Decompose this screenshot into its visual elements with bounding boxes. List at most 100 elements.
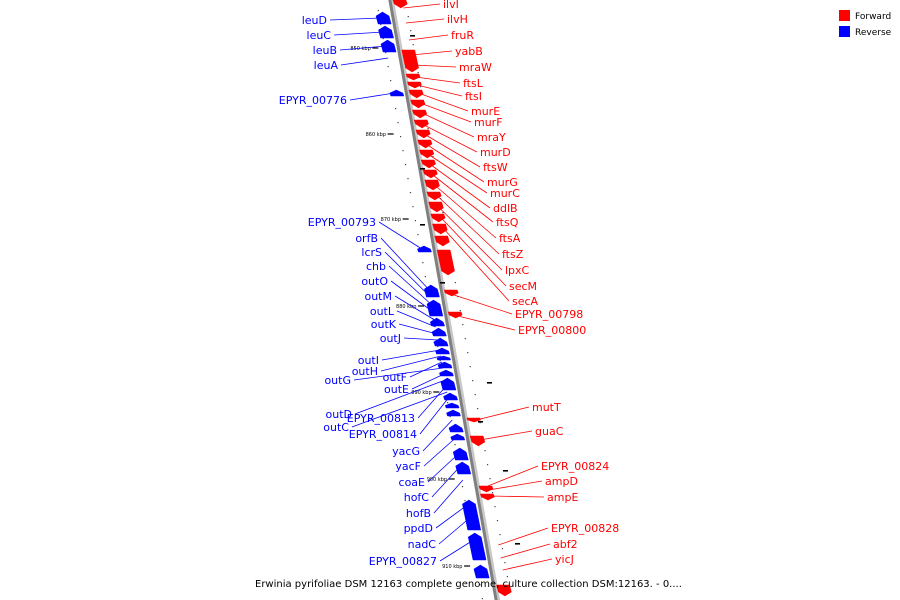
reverse-gene-label[interactable]: lcrS (361, 246, 382, 259)
reverse-gene-label[interactable]: leuD (302, 14, 327, 27)
reverse-leader-line (417, 385, 447, 419)
forward-gene-label[interactable]: ilvH (447, 13, 468, 26)
forward-gene-label[interactable]: guaC (535, 425, 564, 438)
forward-gene-label[interactable]: lpxC (505, 264, 530, 277)
forward-gene-label[interactable]: EPYR_00824 (541, 460, 609, 473)
tick-label: 880 kbp (396, 304, 416, 310)
forward-gene-label[interactable]: murC (490, 187, 520, 200)
reverse-gene-label[interactable]: outC (323, 421, 349, 434)
axis-line (388, 0, 498, 600)
reverse-gene-label[interactable]: nadC (408, 538, 437, 551)
reverse-gene (446, 409, 461, 417)
reverse-leader-line (380, 237, 430, 291)
forward-gene-label[interactable]: EPYR_00828 (551, 522, 619, 535)
forward-gene-label[interactable]: ftsA (499, 232, 521, 245)
forward-gene-label[interactable]: mraY (477, 131, 506, 144)
reverse-gene-label[interactable]: EPYR_00776 (279, 94, 347, 107)
reverse-gene-label[interactable]: yacG (392, 445, 420, 458)
reverse-gene-label[interactable]: ppdD (404, 522, 433, 535)
reverse-gene-label[interactable]: outK (371, 318, 397, 331)
forward-gene-label[interactable]: fruR (451, 29, 474, 42)
forward-gene-label[interactable]: ampE (547, 491, 578, 504)
forward-gene-label[interactable]: ftsZ (502, 248, 524, 261)
reverse-gene-label[interactable]: leuA (314, 59, 339, 72)
forward-gene-label[interactable]: yabB (455, 45, 483, 58)
reverse-gene (433, 337, 449, 347)
forward-gene (392, 0, 408, 9)
minor-marker (479, 584, 481, 586)
reverse-gene-label[interactable]: chb (366, 260, 386, 273)
forward-leader-line (423, 124, 478, 153)
reverse-gene-label[interactable]: orfB (355, 232, 378, 245)
reverse-gene-label[interactable]: leuC (307, 29, 332, 42)
reverse-gene-label[interactable]: outO (361, 275, 388, 288)
genome-axis (388, 0, 501, 600)
tick-label: 890 kbp (411, 390, 431, 396)
reverse-leader-line (353, 367, 444, 381)
reverse-gene-label[interactable]: outI (358, 354, 379, 367)
reverse-gene-label[interactable]: outL (370, 305, 395, 318)
minor-marker (472, 380, 474, 382)
reverse-leader-line (409, 361, 443, 378)
reverse-gene-label[interactable]: EPYR_00793 (308, 216, 376, 229)
reverse-gene-label[interactable]: hofB (406, 507, 431, 520)
minor-feature (410, 35, 415, 37)
forward-gene-label[interactable]: murD (480, 146, 511, 159)
forward-gene-label[interactable]: ftsQ (496, 216, 519, 229)
minor-marker (402, 150, 404, 152)
reverse-gene-label[interactable]: outG (324, 374, 351, 387)
minor-marker (449, 416, 451, 418)
forward-gene-label[interactable]: mraW (459, 61, 492, 74)
reverse-leader-line (354, 379, 446, 415)
forward-leader-line (453, 294, 513, 315)
reverse-gene-label[interactable]: EPYR_00827 (369, 555, 437, 568)
forward-gene-label[interactable]: EPYR_00800 (518, 324, 586, 337)
reverse-gene (431, 327, 447, 337)
forward-gene-label[interactable]: yicJ (555, 553, 574, 566)
reverse-gene-label[interactable]: EPYR_00813 (347, 412, 415, 425)
reverse-gene-label[interactable]: outF (383, 371, 407, 384)
reverse-gene-label[interactable]: EPYR_00814 (349, 428, 417, 441)
minor-marker (424, 276, 426, 278)
forward-gene-label[interactable]: murF (474, 116, 503, 129)
reverse-gene (467, 532, 487, 561)
forward-gene-label[interactable]: secA (512, 295, 539, 308)
forward-gene-label[interactable]: ftsW (483, 161, 508, 174)
reverse-gene-label[interactable]: outJ (380, 332, 401, 345)
forward-gene-label[interactable]: mutT (532, 401, 561, 414)
forward-gene (407, 81, 422, 89)
tick-label: 900 kbp (427, 477, 447, 483)
reverse-leader-line (394, 295, 435, 321)
forward-gene-label[interactable]: murE (471, 105, 500, 118)
reverse-gene-label[interactable]: outE (384, 383, 409, 396)
reverse-gene-label[interactable]: yacF (395, 460, 421, 473)
forward-gene-label[interactable]: ddlB (493, 202, 518, 215)
forward-gene-label[interactable]: abf2 (553, 538, 578, 551)
forward-gene-label[interactable]: EPYR_00798 (515, 308, 583, 321)
minor-marker (442, 212, 444, 214)
reverse-gene-label[interactable]: outM (364, 290, 392, 303)
forward-gene-label[interactable]: ftsI (465, 90, 482, 103)
reverse-leader-line (431, 465, 461, 498)
forward-gene (436, 249, 455, 276)
reverse-gene-label[interactable]: leuB (313, 44, 337, 57)
legend-reverse-swatch (839, 26, 850, 37)
forward-gene-label[interactable]: ilvI (443, 0, 459, 11)
minor-marker (409, 192, 412, 194)
forward-gene-label[interactable]: secM (509, 280, 537, 293)
minor-feature (440, 282, 445, 284)
reverse-gene-label[interactable]: outH (352, 365, 378, 378)
minor-marker (377, 10, 379, 12)
forward-leader-line (408, 34, 449, 41)
minor-feature (420, 168, 425, 170)
reverse-leader-line (419, 397, 449, 435)
reverse-leader-line (351, 391, 448, 428)
reverse-leader-line (411, 373, 445, 390)
reverse-gene-label[interactable]: outD (326, 408, 353, 421)
forward-gene-label[interactable]: ftsL (463, 77, 484, 90)
forward-gene-label[interactable]: ampD (545, 475, 578, 488)
forward-gene-label[interactable]: murG (487, 176, 518, 189)
reverse-gene-label[interactable]: coaE (399, 476, 426, 489)
reverse-gene-label[interactable]: hofC (404, 491, 430, 504)
